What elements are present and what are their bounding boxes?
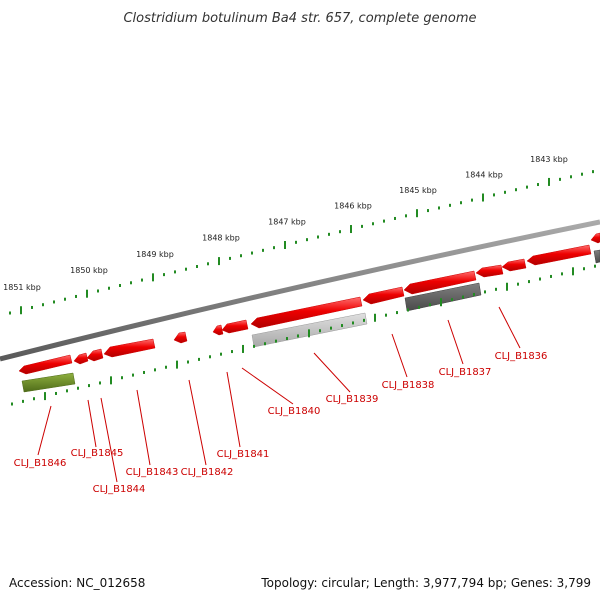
gene-label-cljb1844[interactable]: CLJ_B1844 <box>93 484 146 495</box>
gene-arrow-cljb1846[interactable] <box>18 354 73 375</box>
kbp-label: 1843 kbp <box>530 155 568 164</box>
gene-arrow-unlabeled-3[interactable] <box>590 232 600 244</box>
feature-dark-gray-edge[interactable] <box>593 249 600 264</box>
gene-arrow-cljb1842[interactable] <box>173 331 188 344</box>
gene-arrow-cljb1837[interactable] <box>403 270 477 295</box>
kbp-label: 1851 kbp <box>3 283 41 292</box>
feature-track <box>21 249 600 393</box>
gene-arrow-unlabeled-1[interactable] <box>501 258 527 272</box>
gene-label-cljb1843[interactable]: CLJ_B1843 <box>126 467 179 478</box>
kbp-labels: 1851 kbp 1850 kbp 1849 kbp 1848 kbp 1847 kbp… <box>3 155 568 292</box>
kbp-scale-outer <box>9 170 594 315</box>
kbp-label: 1845 kbp <box>399 186 437 195</box>
gene-label-cljb1840[interactable]: CLJ_B1840 <box>268 406 321 417</box>
kbp-label: 1847 kbp <box>268 218 306 227</box>
genome-backbone <box>0 219 600 362</box>
gene-label-cljb1838[interactable]: CLJ_B1838 <box>382 380 435 391</box>
gene-arrow-cljb1845[interactable] <box>73 352 89 365</box>
kbp-label: 1844 kbp <box>465 170 503 179</box>
gene-arrow-cljb1841[interactable] <box>212 324 224 336</box>
gene-labels: CLJ_B1846 CLJ_B1845 CLJ_B1844 CLJ_B1843 … <box>14 351 548 495</box>
gene-arrow-cljb1836[interactable] <box>475 264 504 278</box>
gene-label-cljb1839[interactable]: CLJ_B1839 <box>326 394 379 405</box>
kbp-label: 1848 kbp <box>202 234 240 243</box>
gene-label-cljb1842[interactable]: CLJ_B1842 <box>181 467 234 478</box>
gene-label-cljb1845[interactable]: CLJ_B1845 <box>71 448 124 459</box>
kbp-label: 1849 kbp <box>136 250 174 259</box>
feature-dark-gray[interactable] <box>404 282 482 312</box>
gene-label-lines <box>37 306 521 483</box>
gene-label-cljb1837[interactable]: CLJ_B1837 <box>439 367 492 378</box>
gene-label-cljb1836[interactable]: CLJ_B1836 <box>495 351 548 362</box>
gene-arrow-unlabeled-2[interactable] <box>526 244 592 266</box>
gene-arrow-cljb1838[interactable] <box>362 286 405 305</box>
kbp-scale-inner <box>11 264 596 406</box>
feature-green[interactable] <box>21 372 76 393</box>
gene-arrow-cljb1843[interactable] <box>103 338 156 358</box>
gene-arrow-cljb1840[interactable] <box>221 319 249 334</box>
accession-text: Accession: NC_012658 <box>9 576 145 590</box>
kbp-label: 1846 kbp <box>334 202 372 211</box>
gene-label-cljb1841[interactable]: CLJ_B1841 <box>217 449 270 460</box>
gene-arrow-cljb1844[interactable] <box>86 348 104 362</box>
topology-text: Topology: circular; Length: 3,977,794 bp… <box>260 576 591 590</box>
page-title: Clostridium botulinum Ba4 str. 657, comp… <box>123 11 476 26</box>
gene-label-cljb1846[interactable]: CLJ_B1846 <box>14 458 67 469</box>
forward-genes <box>18 232 600 375</box>
gene-arrow-cljb1839[interactable] <box>250 296 363 329</box>
kbp-label: 1850 kbp <box>70 266 108 275</box>
